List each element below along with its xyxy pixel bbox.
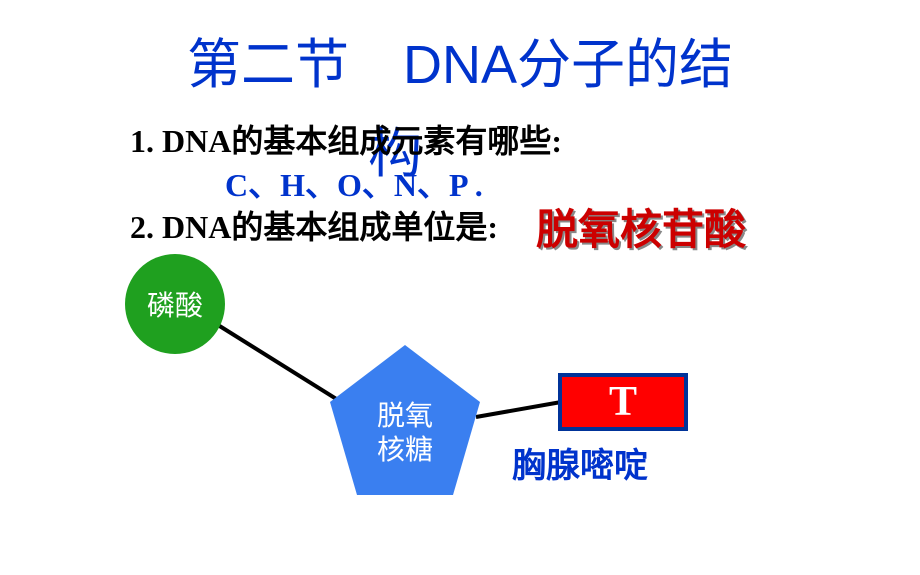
sugar-label-l2: 核糖 — [377, 434, 433, 465]
connector-sugar-base — [476, 400, 563, 419]
answer-1: C、H、O、N、P . — [225, 160, 483, 206]
phosphate-label: 磷酸 — [147, 284, 203, 324]
base-letter: T — [609, 378, 637, 426]
question-1-text-b: 元素有哪些: — [391, 123, 562, 159]
title-dna: DNA — [403, 35, 517, 95]
question-1-number: 1. — [130, 123, 154, 159]
sugar-label: 脱氧 核糖 — [377, 374, 433, 466]
question-2-number: 2. — [130, 209, 154, 245]
slide-title: 第二节 DNA分子的结 — [0, 20, 920, 99]
question-2: 2. DNA的基本组成单位是: — [130, 202, 498, 248]
answer-2-wrap: 脱氧核苷酸 脱氧核苷酸 — [538, 198, 748, 259]
question-1: 1. DNA的基本组成元素有哪些: — [130, 116, 562, 162]
base-node: T — [558, 373, 688, 431]
question-1-text-a: DNA的基本组成 — [162, 123, 391, 159]
answer-2: 脱氧核苷酸 — [536, 196, 746, 257]
phosphate-node: 磷酸 — [125, 254, 225, 354]
title-suffix: 分子的结 — [517, 35, 733, 95]
sugar-node: 脱氧 核糖 — [330, 345, 480, 495]
question-2-text: DNA的基本组成单位是: — [162, 209, 498, 245]
sugar-node-wrap: 脱氧 核糖 — [330, 345, 480, 495]
slide: 第二节 DNA分子的结 构 1. DNA的基本组成元素有哪些: C、H、O、N、… — [0, 0, 920, 575]
base-caption: 胸腺嘧啶 — [512, 438, 648, 487]
sugar-label-l1: 脱氧 — [377, 400, 433, 431]
title-prefix: 第二节 — [187, 35, 403, 95]
